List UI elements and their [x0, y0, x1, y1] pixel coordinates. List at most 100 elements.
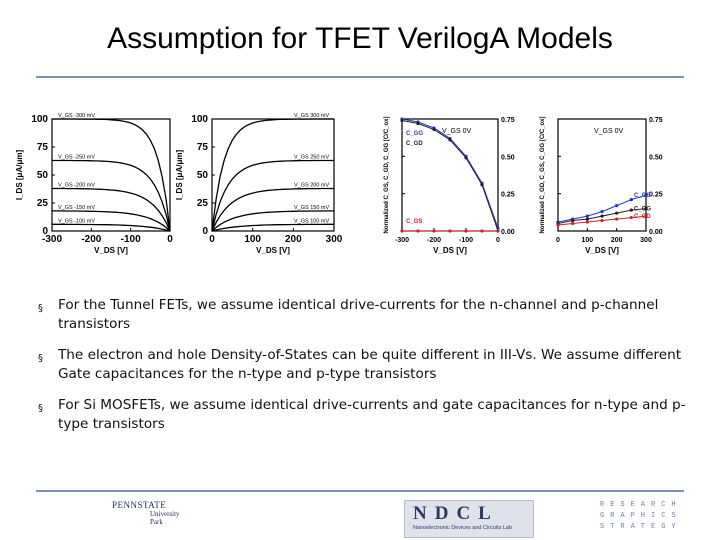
y-axis-label: I_DS [μA/μm] [175, 150, 184, 201]
y-tick-label: 0.50 [649, 154, 663, 161]
y-tick-label: 0.25 [649, 192, 663, 199]
y-tick-label: 75 [197, 142, 209, 153]
y-tick-label: 0.50 [501, 154, 515, 161]
x-axis-label: V_DS [V] [256, 246, 290, 255]
data-point [480, 229, 484, 233]
series-label: C_GG [634, 207, 651, 213]
data-point [615, 217, 619, 221]
plot-frame [211, 118, 335, 232]
series-label: V_GS -100 mV [58, 218, 95, 224]
iv-curve [211, 223, 334, 232]
bullet-glyph: § [38, 353, 43, 364]
y-tick-label: 0 [42, 226, 48, 237]
rg-line: RESEARCH [600, 501, 682, 509]
pennstate-campus: University Park [150, 510, 180, 526]
bullet-item: § For Si MOSFETs, we assume identical dr… [38, 396, 698, 434]
data-point [644, 193, 648, 197]
iv-curve [211, 187, 334, 232]
series-label: V_GS -150 mV [58, 205, 95, 211]
series-label: V_GS 200 mV [294, 182, 329, 188]
y-tick-label: 50 [37, 170, 49, 181]
data-point [416, 121, 420, 126]
bias-annotation: V_GS 0V [442, 128, 472, 135]
slide-title: Assumption for TFET VerilogA Models [107, 22, 613, 55]
y-tick-label: 0.75 [501, 117, 515, 124]
x-tick-label: 200 [285, 234, 302, 245]
plot-frame [51, 118, 171, 232]
chart-pfet-iv: -300 -200 -100 0 0 25 50 75 100 V_DS [V] I_DS [μA/… [15, 113, 173, 255]
series-label: V_GS 250 mV [294, 154, 329, 160]
iv-curve [52, 187, 171, 232]
y-tick-label: 50 [197, 170, 209, 181]
x-tick-label: -200 [427, 237, 441, 244]
data-point [585, 214, 589, 218]
y-axis-label: Normalized C_GS, C_GD, C_GG [C/C_ox] [384, 116, 390, 233]
x-tick-label: 300 [326, 234, 343, 245]
y-tick-label: 100 [31, 114, 48, 125]
y-axis-label: I_DS [μA/μm] [15, 150, 24, 201]
bullet-glyph: § [38, 403, 43, 414]
data-point [464, 156, 468, 160]
bullet-text: For Si MOSFETs, we assume identical driv… [58, 397, 686, 432]
data-point [416, 229, 420, 233]
data-point [629, 208, 633, 212]
series-label: V_GS -250 mV [58, 154, 95, 160]
data-point [464, 229, 468, 233]
y-tick-label: 25 [197, 198, 209, 209]
data-point [571, 221, 575, 226]
series-label: V_GS 100 mV [294, 218, 329, 224]
y-tick-label: 0.25 [501, 192, 515, 199]
bullet-list: § For the Tunnel FETs, we assume identic… [38, 296, 698, 446]
chart-pfet-capacitance: -300 -200 -100 00.00 0.25 0.50 0.75 V_DS [V] Nor… [384, 116, 515, 255]
x-tick-label: 0 [556, 237, 560, 244]
data-point [432, 127, 436, 132]
y-tick-label: 0.00 [501, 229, 515, 236]
bullet-item: § The electron and hole Density-of-State… [38, 346, 698, 384]
iv-curve [52, 159, 171, 232]
data-point [644, 214, 648, 218]
rg-line: STRATEGY [600, 523, 682, 531]
iv-curve [211, 210, 334, 232]
x-tick-label: 100 [244, 234, 261, 245]
data-point [432, 229, 436, 233]
y-axis-label: Normalized C_GD, C_GS, C_GG [C/C_ox] [540, 116, 546, 233]
data-point [600, 209, 604, 214]
iv-curve [52, 210, 171, 232]
ndcl-caption: Nanoelectronic Devices and Circuits Lab [413, 525, 513, 531]
x-tick-label: -200 [81, 234, 101, 245]
x-axis-label: V_DS [V] [585, 246, 619, 255]
y-tick-label: 0.75 [649, 117, 663, 124]
data-point [615, 211, 619, 215]
bullet-text: For the Tunnel FETs, we assume identical… [58, 297, 659, 332]
series-label: C_GS [634, 193, 650, 199]
x-tick-label: -100 [459, 237, 473, 244]
data-point [448, 138, 452, 142]
data-point [629, 198, 633, 202]
data-point [629, 215, 633, 220]
data-point [448, 229, 452, 233]
research-graphics-logo: RESEARCH GRAPHICS STRATEGY [600, 500, 690, 536]
ndcl-logo: NDCL Nanoelectronic Devices and Circuits… [404, 500, 534, 538]
series-label: C_GD [634, 214, 651, 220]
data-point [400, 229, 404, 233]
x-tick-label: 0 [496, 237, 500, 244]
x-tick-label: 200 [611, 237, 623, 244]
series-label: V_GS 300 mV [294, 113, 329, 119]
plot-frame [557, 118, 647, 232]
x-tick-label: 300 [640, 237, 652, 244]
bullet-item: § For the Tunnel FETs, we assume identic… [38, 296, 698, 334]
x-tick-label: -300 [42, 234, 62, 245]
y-tick-label: 75 [37, 142, 49, 153]
series-label: C_GG [406, 131, 423, 137]
data-point [585, 217, 589, 221]
footer: PENNSTATE University Park NDCL Nanoelect… [0, 494, 720, 540]
y-tick-label: 0 [202, 226, 208, 237]
iv-curve [52, 223, 171, 232]
data-point [556, 223, 560, 227]
x-tick-label: 0 [209, 234, 215, 245]
data-point [600, 214, 604, 218]
data-point [400, 118, 404, 123]
